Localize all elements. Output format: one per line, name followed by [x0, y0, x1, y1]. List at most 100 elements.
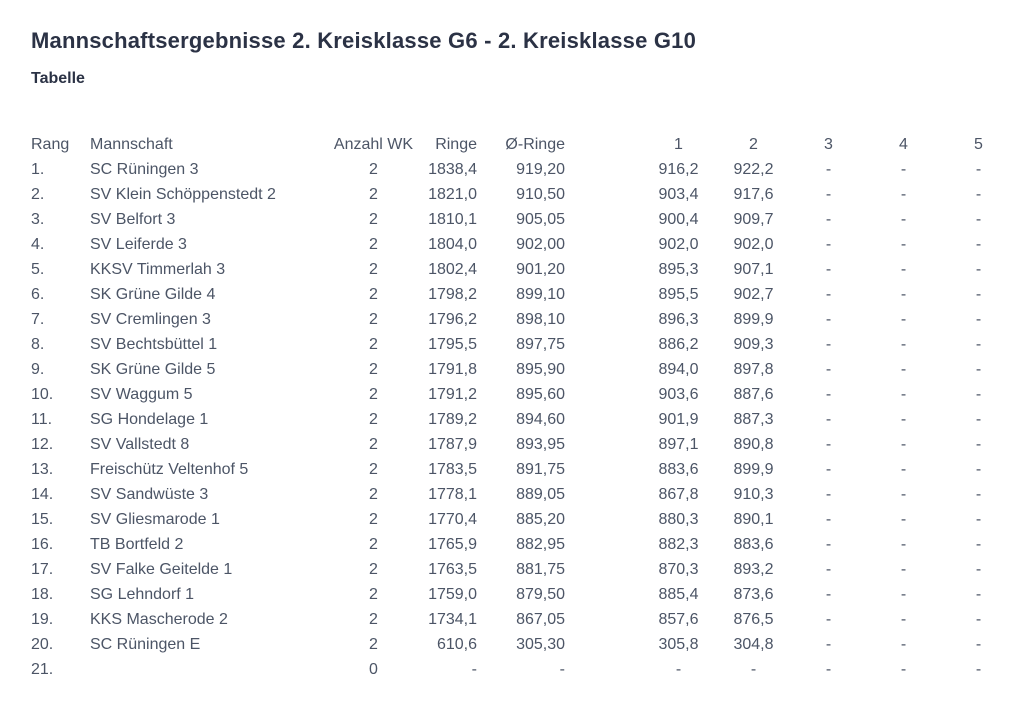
cell-rang: 12. — [31, 435, 54, 453]
cell-wk-4: - — [900, 335, 907, 353]
cell-wk-5: - — [975, 360, 982, 378]
spacer-cell — [565, 307, 641, 332]
cell-anzahl-wk: 2 — [369, 210, 378, 228]
cell-wk-1: 916,2 — [658, 160, 699, 178]
cell-wk-4: - — [900, 510, 907, 528]
cell-anzahl-wk: 2 — [369, 610, 378, 628]
cell-wk-1: 883,6 — [658, 460, 699, 478]
cell-ringe: 1821,0 — [428, 185, 477, 203]
cell-ringe: 610,6 — [436, 635, 477, 653]
cell-wk-5: - — [975, 335, 982, 353]
table-row: 21. 0 - - - - - - - — [31, 657, 1016, 682]
spacer-cell — [565, 332, 641, 357]
cell-mannschaft: SV Cremlingen 3 — [90, 310, 211, 328]
cell-ringe: 1787,9 — [428, 435, 477, 453]
cell-avg-ringe: 897,75 — [516, 335, 565, 353]
cell-wk-2: 890,8 — [733, 435, 774, 453]
cell-mannschaft: SV Falke Geitelde 1 — [90, 560, 233, 578]
cell-anzahl-wk: 2 — [369, 235, 378, 253]
spacer-cell — [565, 482, 641, 507]
cell-wk-1: 305,8 — [658, 635, 699, 653]
cell-ringe: 1759,0 — [428, 585, 477, 603]
cell-mannschaft: SV Klein Schöppenstedt 2 — [90, 185, 276, 203]
cell-wk-2: 899,9 — [733, 460, 774, 478]
cell-anzahl-wk: 2 — [369, 560, 378, 578]
cell-rang: 4. — [31, 235, 45, 253]
cell-mannschaft: SG Lehndorf 1 — [90, 585, 195, 603]
cell-avg-ringe: 919,20 — [516, 160, 565, 178]
table-row: 8. SV Bechtsbüttel 1 2 1795,5 897,75 886,2 909… — [31, 332, 1016, 357]
header-row: Rang Mannschaft Anzahl WK Ringe Ø-Ringe 1 2 3 4 5 — [31, 132, 1016, 157]
cell-avg-ringe: 881,75 — [516, 560, 565, 578]
cell-wk-1: 895,5 — [658, 285, 699, 303]
cell-avg-ringe: 899,10 — [516, 285, 565, 303]
cell-wk-4: - — [900, 360, 907, 378]
cell-wk-4: - — [900, 485, 907, 503]
cell-wk-2: 907,1 — [733, 260, 774, 278]
table-row: 18. SG Lehndorf 1 2 1759,0 879,50 885,4 873,6 -… — [31, 582, 1016, 607]
cell-wk-2: 887,3 — [733, 410, 774, 428]
cell-wk-3: - — [825, 535, 832, 553]
cell-wk-2: 890,1 — [733, 510, 774, 528]
cell-avg-ringe: 894,60 — [516, 410, 565, 428]
cell-ringe: 1791,8 — [428, 360, 477, 378]
cell-wk-4: - — [900, 435, 907, 453]
cell-wk-1: 882,3 — [658, 535, 699, 553]
table-row: 16. TB Bortfeld 2 2 1765,9 882,95 882,3 883,6 -… — [31, 532, 1016, 557]
cell-wk-5: - — [975, 660, 982, 678]
cell-wk-1: 894,0 — [658, 360, 699, 378]
column-header-anzahl-wk: Anzahl WK — [333, 135, 414, 153]
cell-wk-2: 917,6 — [733, 185, 774, 203]
cell-wk-2: 887,6 — [733, 385, 774, 403]
cell-wk-5: - — [975, 535, 982, 553]
table-row: 15. SV Gliesmarode 1 2 1770,4 885,20 880,3 890… — [31, 507, 1016, 532]
table-row: 19. KKS Mascherode 2 2 1734,1 867,05 857,6 876… — [31, 607, 1016, 632]
cell-ringe: 1791,2 — [428, 385, 477, 403]
cell-wk-1: 870,3 — [658, 560, 699, 578]
spacer-cell — [565, 532, 641, 557]
cell-wk-5: - — [975, 460, 982, 478]
cell-wk-4: - — [900, 660, 907, 678]
cell-wk-3: - — [825, 510, 832, 528]
column-header-rang: Rang — [31, 135, 70, 153]
cell-wk-2: 883,6 — [733, 535, 774, 553]
table-row: 20. SC Rüningen E 2 610,6 305,30 305,8 304,8 - -… — [31, 632, 1016, 657]
cell-anzahl-wk: 2 — [369, 410, 378, 428]
cell-wk-4: - — [900, 385, 907, 403]
cell-avg-ringe: 895,90 — [516, 360, 565, 378]
cell-avg-ringe: 905,05 — [516, 210, 565, 228]
spacer-cell — [565, 432, 641, 457]
cell-anzahl-wk: 2 — [369, 635, 378, 653]
column-header-avg-ringe: Ø-Ringe — [505, 135, 565, 153]
cell-ringe: 1804,0 — [428, 235, 477, 253]
cell-wk-2: 893,2 — [733, 560, 774, 578]
cell-wk-4: - — [900, 310, 907, 328]
cell-anzahl-wk: 2 — [369, 435, 378, 453]
cell-wk-4: - — [900, 185, 907, 203]
table-row: 1. SC Rüningen 3 2 1838,4 919,20 916,2 922,2 - -… — [31, 157, 1016, 182]
cell-avg-ringe: 895,60 — [516, 385, 565, 403]
cell-ringe: 1838,4 — [428, 160, 477, 178]
cell-wk-4: - — [900, 535, 907, 553]
cell-wk-5: - — [975, 285, 982, 303]
cell-anzahl-wk: 2 — [369, 360, 378, 378]
cell-ringe: 1778,1 — [428, 485, 477, 503]
table-row: 2. SV Klein Schöppenstedt 2 2 1821,0 910,50 9… — [31, 182, 1016, 207]
table-head: Rang Mannschaft Anzahl WK Ringe Ø-Ringe 1 2 3 4 5 — [31, 132, 1016, 157]
cell-wk-4: - — [900, 585, 907, 603]
cell-wk-3: - — [825, 285, 832, 303]
cell-rang: 16. — [31, 535, 54, 553]
table-row: 4. SV Leiferde 3 2 1804,0 902,00 902,0 902,0 - -… — [31, 232, 1016, 257]
column-header-mannschaft: Mannschaft — [90, 135, 173, 153]
cell-ringe: 1783,5 — [428, 460, 477, 478]
cell-avg-ringe: 891,75 — [516, 460, 565, 478]
cell-wk-1: 897,1 — [658, 435, 699, 453]
cell-wk-3: - — [825, 235, 832, 253]
spacer-column-header — [565, 132, 641, 157]
cell-rang: 11. — [31, 410, 53, 428]
cell-wk-3: - — [825, 210, 832, 228]
cell-ringe: 1796,2 — [428, 310, 477, 328]
cell-wk-3: - — [825, 260, 832, 278]
spacer-cell — [565, 632, 641, 657]
cell-avg-ringe: 879,50 — [516, 585, 565, 603]
